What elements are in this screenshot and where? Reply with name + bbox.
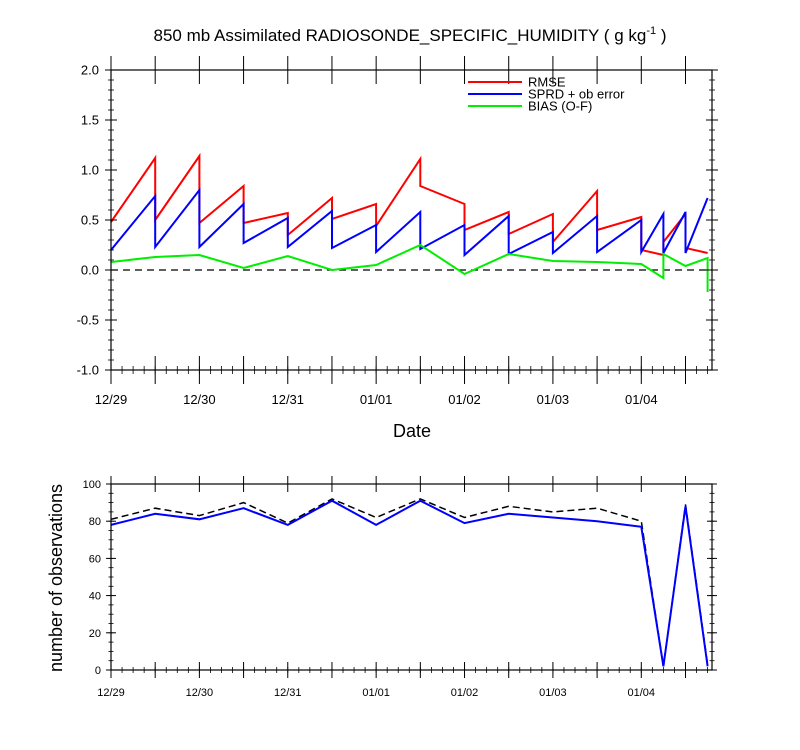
top-axis-ticks: -1.0 -0.5 0.0 0.5 1.0 1.5 2.0 12/29 12/30 12/31 01…: [77, 56, 718, 407]
top-ytick-label: -0.5: [77, 313, 99, 328]
top-xtick-label: 01/04: [625, 392, 658, 407]
bottom-xtick-label: 01/04: [628, 687, 656, 699]
bottom-frame-rect: [110, 483, 713, 671]
legend-label: RMSE: [528, 75, 566, 90]
bottom-ytick-label: 60: [89, 553, 101, 565]
bottom-axis-ticks: 0 20 40 60 80 100 12/29 12/30 12/31 01/01 01/02 01/…: [83, 476, 717, 699]
bottom-plot-frame: [110, 483, 713, 671]
series-line-rmse: [110, 152, 708, 257]
bottom-xtick-label: 12/31: [274, 687, 302, 699]
bottom-ytick-label: 0: [95, 665, 101, 677]
obs-line-assimilated: [110, 499, 709, 667]
top-xtick-label: 12/31: [271, 392, 304, 407]
x-axis-title: Date: [393, 421, 431, 441]
top-ytick-label: 0.5: [81, 213, 99, 228]
bottom-xtick-label: 01/02: [451, 687, 479, 699]
bottom-xtick-label: 12/29: [97, 687, 125, 699]
legend-label: SPRD + ob error: [528, 87, 625, 102]
bottom-xtick-label: 01/03: [539, 687, 567, 699]
bottom-series-group: [110, 498, 709, 667]
legend-label: BIAS (O-F): [528, 99, 592, 114]
bottom-xtick-label: 12/30: [186, 687, 214, 699]
top-ytick-label: 0.0: [81, 263, 99, 278]
top-xtick-label: 01/03: [537, 392, 570, 407]
top-xtick-label: 12/30: [183, 392, 216, 407]
top-ytick-label: 1.5: [81, 113, 99, 128]
bottom-ytick-label: 80: [89, 516, 101, 528]
series-line-sprd-ob-error: [110, 187, 709, 258]
top-ytick-label: 2.0: [81, 63, 99, 78]
top-xtick-label: 12/29: [95, 392, 128, 407]
bottom-y-axis-title: number of observations: [46, 484, 66, 672]
top-ytick-label: -1.0: [77, 363, 99, 378]
bottom-ytick-label: 40: [89, 591, 101, 603]
bottom-ytick-label: 100: [83, 479, 101, 491]
top-ytick-label: 1.0: [81, 163, 99, 178]
top-xtick-label: 01/01: [360, 392, 393, 407]
bottom-ytick-label: 20: [89, 628, 101, 640]
chart-title: 850 mb Assimilated RADIOSONDE_SPECIFIC_H…: [154, 25, 667, 45]
series-line-bias-o-f: [110, 243, 709, 292]
bottom-xtick-label: 01/01: [362, 687, 390, 699]
top-xtick-label: 01/02: [448, 392, 481, 407]
top-series-group: [110, 152, 712, 292]
